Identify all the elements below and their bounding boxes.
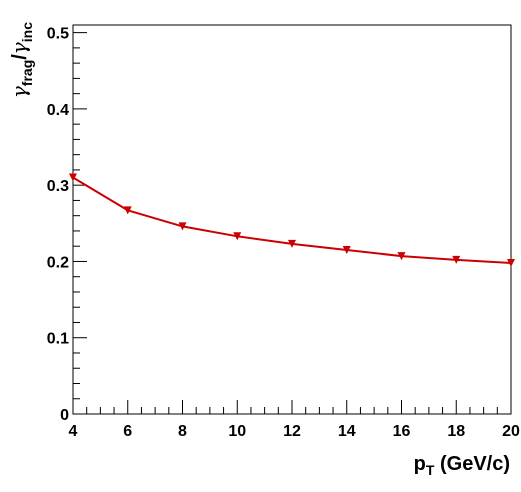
x-title-sub: T [426, 462, 435, 478]
y-title-sub-1: frag [19, 60, 35, 86]
y-title-sub-2: inc [19, 22, 35, 42]
y-tick-label: 0.1 [47, 331, 69, 348]
series-markers [69, 173, 515, 267]
x-title-rest: (GeV/c) [434, 453, 510, 475]
x-tick-label: 20 [502, 423, 520, 440]
y-axis-ticks [73, 32, 87, 415]
data-point [233, 232, 242, 241]
y-tick-label: 0.3 [47, 178, 69, 195]
x-tick-label: 16 [393, 423, 411, 440]
x-axis-ticks [72, 400, 512, 414]
x-title-main: p [414, 453, 426, 475]
data-point [69, 173, 77, 182]
y-title-gamma-1: γ [7, 86, 31, 98]
x-tick-label: 18 [447, 423, 465, 440]
x-tick-label: 4 [69, 423, 78, 440]
y-tick-label: 0 [60, 407, 69, 424]
y-tick-label: 0.2 [47, 254, 69, 271]
y-title-slash: / [9, 54, 31, 60]
data-point [178, 222, 187, 231]
data-point [123, 206, 132, 215]
data-point [288, 239, 296, 248]
x-tick-label: 12 [283, 423, 301, 440]
y-title-gamma-2: γ [7, 42, 31, 54]
y-axis-title: γfrag/γinc [7, 22, 35, 98]
series-line [72, 176, 512, 264]
y-tick-label: 0.5 [47, 26, 69, 43]
y-tick-labels: 0 0.1 0.2 0.3 0.4 0.5 [47, 26, 69, 424]
data-point [507, 258, 515, 267]
x-tick-label: 10 [228, 423, 246, 440]
x-tick-label: 6 [123, 423, 132, 440]
y-tick-label: 0.4 [47, 102, 69, 119]
x-tick-labels: 4 6 8 10 12 14 16 18 20 [69, 423, 520, 440]
data-point [342, 246, 351, 255]
plot-frame [72, 24, 512, 415]
data-point [452, 255, 461, 264]
x-tick-label: 14 [338, 423, 356, 440]
data-point [397, 252, 406, 261]
x-axis-title: pT (GeV/c) [414, 453, 510, 478]
x-tick-label: 8 [178, 423, 187, 440]
